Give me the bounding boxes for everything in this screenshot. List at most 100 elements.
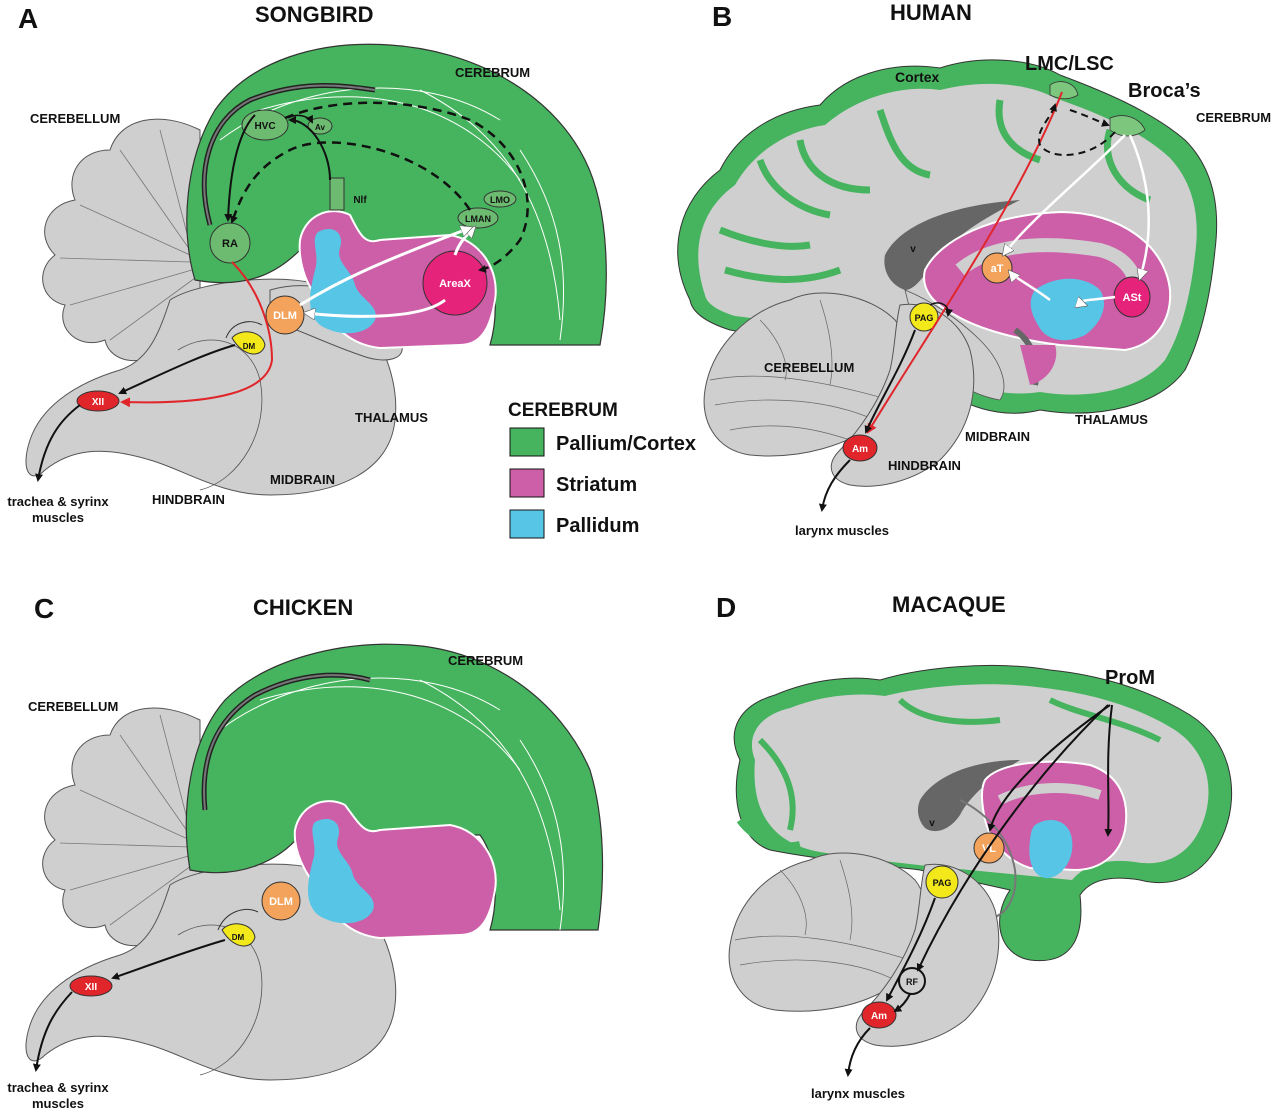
chicken-midbrain-boundary xyxy=(177,924,263,1076)
svg-text:PAG: PAG xyxy=(933,878,952,888)
svg-text:PAG: PAG xyxy=(915,313,934,323)
chicken-pallium xyxy=(185,643,604,931)
macaque-am-output xyxy=(844,1027,871,1077)
nucleus-lmo: LMO xyxy=(483,190,517,208)
panel-title-songbird: SONGBIRD xyxy=(255,2,374,27)
human-label-thalamus: THALAMUS xyxy=(1075,412,1148,427)
songbird-folia-lines xyxy=(59,129,196,341)
songbird-ra-xii xyxy=(120,261,274,408)
human-lmc-am xyxy=(866,91,1063,434)
chicken-pallidum xyxy=(308,818,374,924)
songbird-dm-tract xyxy=(225,321,263,339)
svg-text:DM: DM xyxy=(243,342,256,351)
svg-text:ASt: ASt xyxy=(1123,292,1142,304)
svg-text:DLM: DLM xyxy=(269,896,293,908)
human-cerebellum xyxy=(703,292,908,457)
macaque-thalamus-boundary xyxy=(959,799,1017,921)
panel-chicken: C CHICKEN DLM DM XII xyxy=(7,593,604,1110)
nucleus-human-am: Am xyxy=(842,434,878,462)
human-label-lmc: LMC/LSC xyxy=(1025,53,1114,75)
panel-title-chicken: CHICKEN xyxy=(253,595,353,620)
macaque-internal-capsule xyxy=(997,783,1102,805)
legend-item-pallium: Pallium/Cortex xyxy=(509,427,696,457)
songbird-pathways xyxy=(35,101,529,482)
svg-text:DM: DM xyxy=(232,933,245,942)
svg-text:v: v xyxy=(929,818,935,829)
macaque-cerebellum xyxy=(728,852,928,1012)
chicken-output-line2: muscles xyxy=(32,1096,84,1110)
nucleus-macaque-am: Am xyxy=(861,1001,897,1029)
songbird-label-thalamus: THALAMUS xyxy=(355,410,428,425)
svg-text:LMO: LMO xyxy=(490,195,510,205)
panel-letter-b: B xyxy=(712,1,732,32)
human-sulci xyxy=(718,99,1152,283)
songbird-label-hindbrain: HINDBRAIN xyxy=(152,492,225,507)
human-ast-pallidum xyxy=(1080,295,1116,305)
panel-songbird: A SONGBIRD HVC xyxy=(7,2,607,525)
songbird-xii-output xyxy=(35,404,81,482)
nucleus-human-at: aT xyxy=(981,252,1013,284)
panel-title-human: HUMAN xyxy=(890,0,972,25)
macaque-label-prom: ProM xyxy=(1105,667,1155,689)
human-label-cerebrum: CEREBRUM xyxy=(1196,110,1271,125)
macaque-prom-rf xyxy=(916,704,1109,972)
svg-text:Nlf: Nlf xyxy=(353,195,367,206)
nucleus-nif: Nlf xyxy=(329,177,367,211)
human-am-output xyxy=(818,459,851,512)
svg-text:DLM: DLM xyxy=(273,310,297,322)
human-label-broca: Broca’s xyxy=(1128,80,1201,102)
human-label-cerebellum: CEREBELLUM xyxy=(764,360,854,375)
human-label-cortex: Cortex xyxy=(895,69,940,85)
legend: CEREBRUM Pallium/Cortex Striatum Pallidu… xyxy=(508,400,696,539)
songbird-output-line1: trachea & syrinx xyxy=(7,494,109,509)
chicken-dm-xii xyxy=(111,939,226,980)
human-broca-ast xyxy=(1128,134,1150,278)
songbird-dlm-lman xyxy=(299,228,470,307)
human-pallidum-at xyxy=(1010,272,1051,302)
svg-text:Am: Am xyxy=(871,1011,887,1022)
human-area-broca xyxy=(1109,115,1146,137)
svg-text:RF: RF xyxy=(906,977,918,987)
songbird-afp-loop-outer xyxy=(284,101,529,273)
songbird-hvc-ra xyxy=(224,114,256,222)
songbird-areax-dlm xyxy=(306,298,446,316)
nucleus-ra: RA xyxy=(209,222,251,264)
nucleus-human-v: v xyxy=(910,244,916,255)
nucleus-chicken-xii: XII xyxy=(69,975,113,997)
chicken-output-line1: trachea & syrinx xyxy=(7,1080,109,1095)
human-pag-am xyxy=(864,329,916,434)
svg-text:AreaX: AreaX xyxy=(439,278,471,290)
nucleus-human-ast: ASt xyxy=(1113,276,1151,318)
human-pallidum xyxy=(1030,278,1105,341)
chicken-pathways xyxy=(32,939,226,1072)
songbird-cerebellum xyxy=(42,118,201,361)
legend-item-striatum: Striatum xyxy=(509,468,637,498)
chicken-lamina-tract-core xyxy=(203,674,371,811)
human-label-hindbrain: HINDBRAIN xyxy=(888,458,961,473)
nucleus-macaque-rf: RF xyxy=(898,967,926,995)
svg-text:Pallidum: Pallidum xyxy=(556,515,639,537)
svg-text:XII: XII xyxy=(85,982,97,993)
svg-text:Striatum: Striatum xyxy=(556,474,637,496)
panel-human: B HUMAN xyxy=(677,0,1271,538)
panel-letter-d: D xyxy=(716,592,736,623)
nucleus-human-pag: PAG xyxy=(909,302,939,332)
nucleus-xii: XII xyxy=(76,390,120,412)
human-label-midbrain: MIDBRAIN xyxy=(965,429,1030,444)
legend-item-pallidum: Pallidum xyxy=(509,509,639,539)
macaque-ventricle xyxy=(917,760,1020,832)
svg-text:Pallium/Cortex: Pallium/Cortex xyxy=(556,433,696,455)
songbird-hvc-tract-core xyxy=(203,84,376,226)
svg-text:XII: XII xyxy=(92,397,104,408)
nucleus-av: Av xyxy=(307,117,333,135)
macaque-rf-am xyxy=(893,993,911,1013)
human-broca-at xyxy=(1004,134,1126,254)
chicken-xii-output xyxy=(32,991,73,1072)
panel-letter-a: A xyxy=(18,3,38,34)
human-broca-lmc xyxy=(1038,103,1116,156)
macaque-pallidum xyxy=(1029,820,1073,879)
nucleus-macaque-v: v xyxy=(929,818,935,829)
panel-title-macaque: MACAQUE xyxy=(892,592,1006,617)
svg-text:v: v xyxy=(910,244,916,255)
